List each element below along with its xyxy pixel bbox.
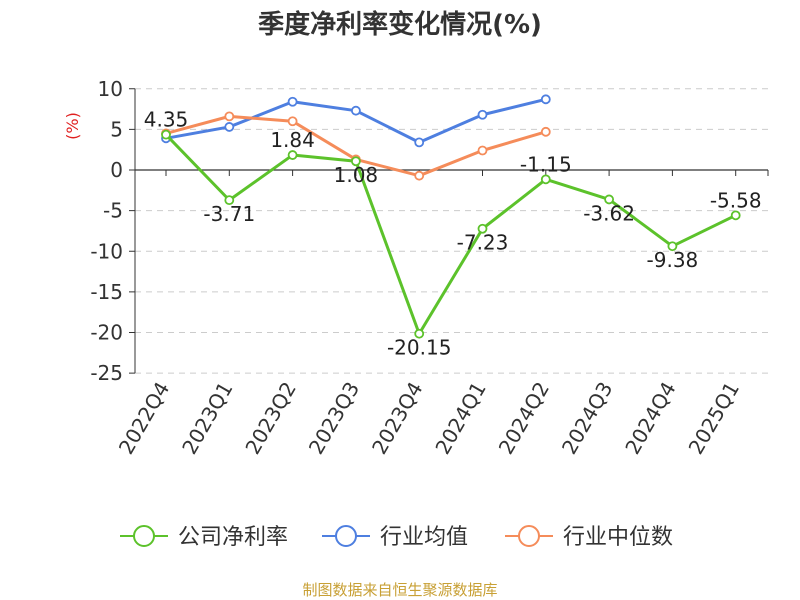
series-point-1 xyxy=(224,122,235,132)
x-tick-label: 2023Q3 xyxy=(304,378,364,459)
y-tick-label: 0 xyxy=(110,158,123,182)
data-label: -7.23 xyxy=(457,231,509,255)
data-label: 1.08 xyxy=(334,163,379,187)
x-tick-label: 2023Q2 xyxy=(240,378,300,459)
legend-label: 公司净利率 xyxy=(178,525,288,550)
series-point-1 xyxy=(287,96,298,107)
series-point-2 xyxy=(540,126,551,137)
data-label: -3.62 xyxy=(583,201,635,225)
x-tick-label: 2024Q2 xyxy=(494,378,554,459)
series-lines xyxy=(161,94,741,339)
data-label: -1.15 xyxy=(520,152,572,176)
y-tick-label: 10 xyxy=(98,77,123,101)
data-label: -5.58 xyxy=(710,188,762,212)
x-tick-label: 2023Q4 xyxy=(367,378,427,459)
y-tick-label: -20 xyxy=(90,321,123,345)
legend[interactable]: 公司净利率 行业均值 行业中位数 xyxy=(120,525,673,550)
data-label: -20.15 xyxy=(387,336,451,360)
series-point-2 xyxy=(224,111,235,122)
y-tick-label: -10 xyxy=(90,239,123,263)
x-tick-label: 2024Q1 xyxy=(430,378,490,459)
series-point-2 xyxy=(414,170,425,181)
data-labels: 4.35 -3.71 1.84 1.08 -20.15 -7.23 -1.15 -3.62 -9… xyxy=(144,108,762,360)
legend-label: 行业均值 xyxy=(380,525,468,550)
y-tick-label: -25 xyxy=(90,361,123,385)
series-point-1 xyxy=(414,137,425,148)
legend-marker-icon xyxy=(133,525,155,547)
data-label: -9.38 xyxy=(647,248,699,272)
y-axis-label: (%) xyxy=(63,112,82,140)
series-point-2 xyxy=(287,116,298,127)
x-tick-label: 2024Q3 xyxy=(557,378,617,459)
series-point-0 xyxy=(730,210,741,221)
series-point-2 xyxy=(477,145,488,156)
y-tick-label: -15 xyxy=(90,280,123,304)
legend-marker-icon xyxy=(518,525,540,547)
legend-item-1[interactable]: 行业均值 xyxy=(322,525,468,550)
series-point-0 xyxy=(224,195,235,206)
x-tick-label: 2024Q4 xyxy=(620,378,680,459)
legend-marker-icon xyxy=(335,525,357,547)
series-point-0 xyxy=(414,328,425,339)
series-point-0 xyxy=(161,129,171,140)
series-point-0 xyxy=(287,150,298,160)
x-tick-label: 2023Q1 xyxy=(177,378,237,459)
x-tick-label: 2022Q4 xyxy=(114,378,174,459)
series-point-1 xyxy=(540,94,551,105)
chart-title: 季度净利率变化情况(%) xyxy=(258,10,542,40)
legend-item-2[interactable]: 行业中位数 xyxy=(505,525,673,550)
series-point-1 xyxy=(477,109,488,120)
series-point-0 xyxy=(667,241,678,252)
series-point-0 xyxy=(477,223,488,234)
x-tick-label: 2025Q1 xyxy=(684,378,744,459)
legend-item-0[interactable]: 公司净利率 xyxy=(120,525,288,550)
series-point-0 xyxy=(350,156,361,167)
y-tick-label: 5 xyxy=(110,117,123,141)
source-note: 制图数据来自恒生聚源数据库 xyxy=(302,581,498,599)
series-line-1 xyxy=(164,97,548,144)
legend-label: 行业中位数 xyxy=(563,525,673,550)
series-line-0 xyxy=(164,133,738,336)
data-label: 4.35 xyxy=(144,108,189,132)
series-point-0 xyxy=(604,194,614,205)
series-point-1 xyxy=(350,105,361,116)
y-tick-label: -5 xyxy=(103,199,123,223)
data-label: 1.84 xyxy=(270,128,315,152)
series-point-0 xyxy=(540,174,551,185)
data-label: -3.71 xyxy=(203,202,255,226)
